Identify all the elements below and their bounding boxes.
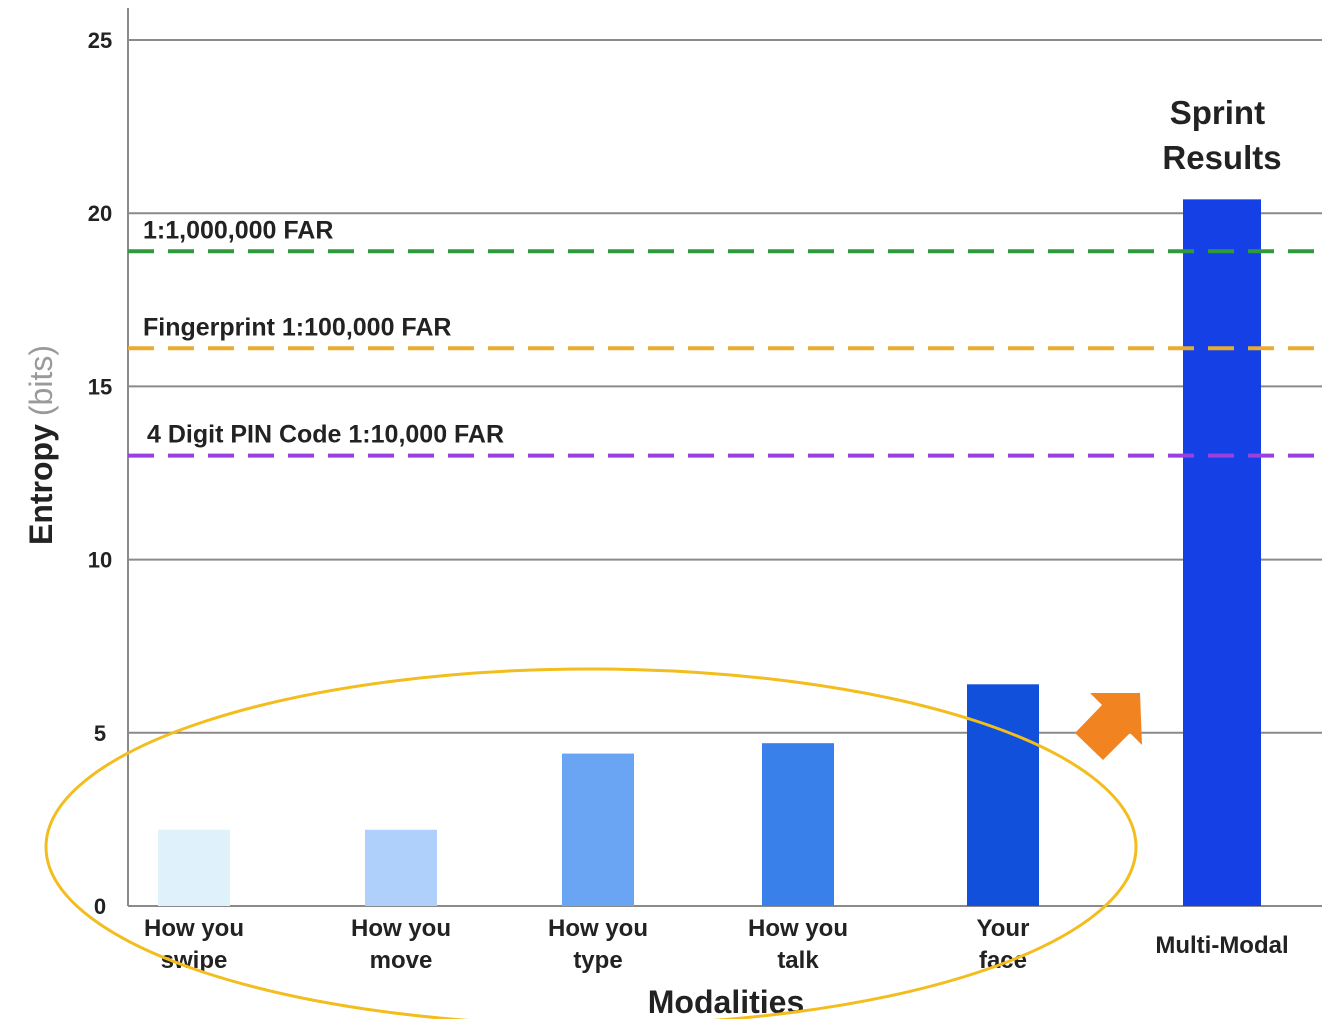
- x-category-label-line: How you: [351, 915, 451, 942]
- reference-line-label: 1:1,000,000 FAR: [143, 216, 333, 244]
- bar: [562, 753, 634, 906]
- bar: [1183, 199, 1261, 906]
- reference-line-label: 4 Digit PIN Code 1:10,000 FAR: [147, 421, 504, 449]
- arrow-icon: [1075, 693, 1142, 760]
- x-category-label-line: talk: [777, 947, 819, 974]
- x-category-label-line: Multi-Modal: [1155, 932, 1288, 959]
- x-category-label-line: type: [573, 947, 622, 974]
- bar: [762, 743, 834, 906]
- x-category-label-line: How you: [548, 915, 648, 942]
- x-category-label-line: move: [370, 947, 433, 974]
- x-category-label: Your face: [977, 915, 1030, 974]
- y-axis-label: Entropy: [23, 424, 59, 545]
- bars: [158, 199, 1261, 906]
- y-axis-unit: (bits): [23, 345, 59, 416]
- y-tick-label: 25: [88, 28, 112, 53]
- sprint-results-annotation: Sprint Results: [1162, 94, 1281, 176]
- x-category-label-line: How you: [748, 915, 848, 942]
- reference-line-label: Fingerprint 1:100,000 FAR: [143, 313, 451, 341]
- x-category-label: How you swipe: [144, 915, 244, 974]
- bar: [158, 829, 230, 906]
- y-tick-labels: 0 5 10 15 20 25: [88, 28, 112, 919]
- x-category-label-line: How you: [144, 915, 244, 942]
- x-category-label: How you move: [351, 915, 451, 974]
- y-axis-title: Entropy (bits): [23, 345, 59, 545]
- annotation-line-1: Sprint: [1170, 94, 1265, 131]
- y-tick-label: 15: [88, 374, 112, 399]
- x-category-label: Multi-Modal: [1155, 932, 1288, 959]
- annotation-line-2: Results: [1162, 139, 1281, 176]
- y-tick-label: 10: [88, 548, 112, 573]
- x-category-label: How you talk: [748, 915, 848, 974]
- reference-lines: 1:1,000,000 FAR Fingerprint 1:100,000 FAR…: [128, 216, 1322, 458]
- highlight-ellipse: [44, 667, 1138, 1019]
- y-tick-label: 20: [88, 201, 112, 226]
- x-category-label: How you type: [548, 915, 648, 974]
- y-tick-label: 5: [94, 721, 106, 746]
- x-category-label-line: Your: [977, 915, 1030, 942]
- y-tick-label: 0: [94, 894, 106, 919]
- bar: [365, 829, 437, 906]
- bar: [967, 684, 1039, 906]
